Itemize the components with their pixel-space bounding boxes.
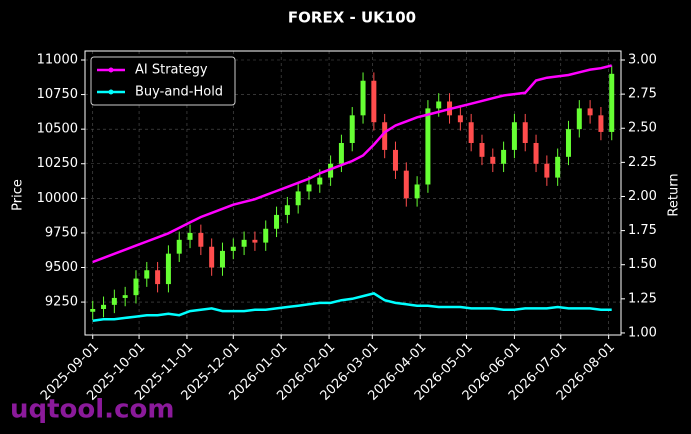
legend-box — [90, 56, 236, 106]
candle-body — [90, 308, 96, 312]
legend-marker — [108, 67, 114, 73]
candle-body — [219, 250, 225, 268]
candle-body — [295, 191, 301, 206]
candle-body — [284, 205, 290, 215]
candle-body — [425, 108, 431, 185]
y2-axis-label: Return — [667, 173, 682, 216]
y-tick-label: 9750 — [45, 225, 78, 240]
y2-tick-label: 1.25 — [628, 291, 657, 306]
candle-body — [252, 239, 258, 243]
candle-body — [598, 115, 604, 132]
candle-body — [328, 163, 334, 178]
y-tick-label: 10000 — [37, 191, 78, 206]
candle-body — [565, 129, 571, 157]
candle-body — [403, 170, 409, 199]
candle-body — [544, 163, 550, 178]
y2-tick-label: 1.75 — [628, 223, 657, 238]
y2-tick-label: 1.50 — [628, 257, 657, 272]
candle-body — [101, 304, 107, 309]
y-tick-label: 9250 — [45, 295, 78, 310]
candle-body — [263, 228, 269, 243]
candle-body — [587, 108, 593, 116]
candle-body — [555, 156, 561, 178]
legend-label: AI Strategy — [135, 63, 208, 78]
candle-body — [392, 149, 398, 171]
candle-body — [371, 80, 377, 123]
candle-body — [306, 184, 312, 192]
candle-body — [155, 270, 161, 285]
y-tick-label: 10750 — [37, 87, 78, 102]
y2-tick-label: 2.00 — [628, 189, 657, 204]
candle-body — [576, 108, 582, 130]
y2-tick-label: 2.25 — [628, 155, 657, 170]
candle-body — [133, 278, 139, 296]
candle-body — [479, 142, 485, 157]
candle-body — [198, 232, 204, 247]
candle-body — [490, 156, 496, 164]
line-series — [92, 64, 613, 264]
candle-body — [317, 177, 323, 185]
candle-body — [360, 80, 366, 116]
candle-body — [144, 270, 150, 279]
candle-body — [230, 246, 236, 251]
y2-tick-label: 1.00 — [628, 325, 657, 340]
candle-body — [349, 115, 355, 143]
candle-body — [209, 246, 215, 268]
y-tick-label: 10250 — [37, 156, 78, 171]
candle-body — [457, 115, 463, 123]
candle-body — [511, 122, 517, 150]
y-tick-label: 10500 — [37, 122, 78, 137]
candle-body — [187, 232, 193, 240]
y-tick-label: 11000 — [37, 52, 78, 67]
y-axis-label: Price — [11, 179, 26, 211]
y2-tick-label: 3.00 — [628, 53, 657, 68]
y2-tick-label: 2.50 — [628, 121, 657, 136]
candle-body — [436, 101, 442, 109]
legend-marker — [108, 89, 114, 95]
candle-body — [176, 239, 182, 254]
chart-title: FOREX - UK100 — [288, 9, 416, 27]
legend-label: Buy-and-Hold — [135, 85, 223, 100]
candle-body — [533, 142, 539, 164]
y-tick-label: 9500 — [45, 260, 78, 275]
watermark: uqtool.com — [10, 395, 174, 425]
candle-body — [274, 214, 280, 229]
line-series — [92, 292, 612, 322]
candle-body — [414, 184, 420, 199]
candle-body — [111, 297, 117, 305]
candle-body — [165, 253, 171, 285]
candle-body — [382, 122, 388, 150]
candle-body — [609, 73, 615, 132]
y2-tick-label: 2.75 — [628, 87, 657, 102]
candle-body — [241, 239, 247, 247]
candle-body — [338, 142, 344, 164]
candle-body — [522, 122, 528, 143]
candle-body — [501, 149, 507, 164]
candle-body — [122, 295, 128, 298]
plot-frame — [84, 50, 622, 336]
candle-body — [468, 122, 474, 143]
